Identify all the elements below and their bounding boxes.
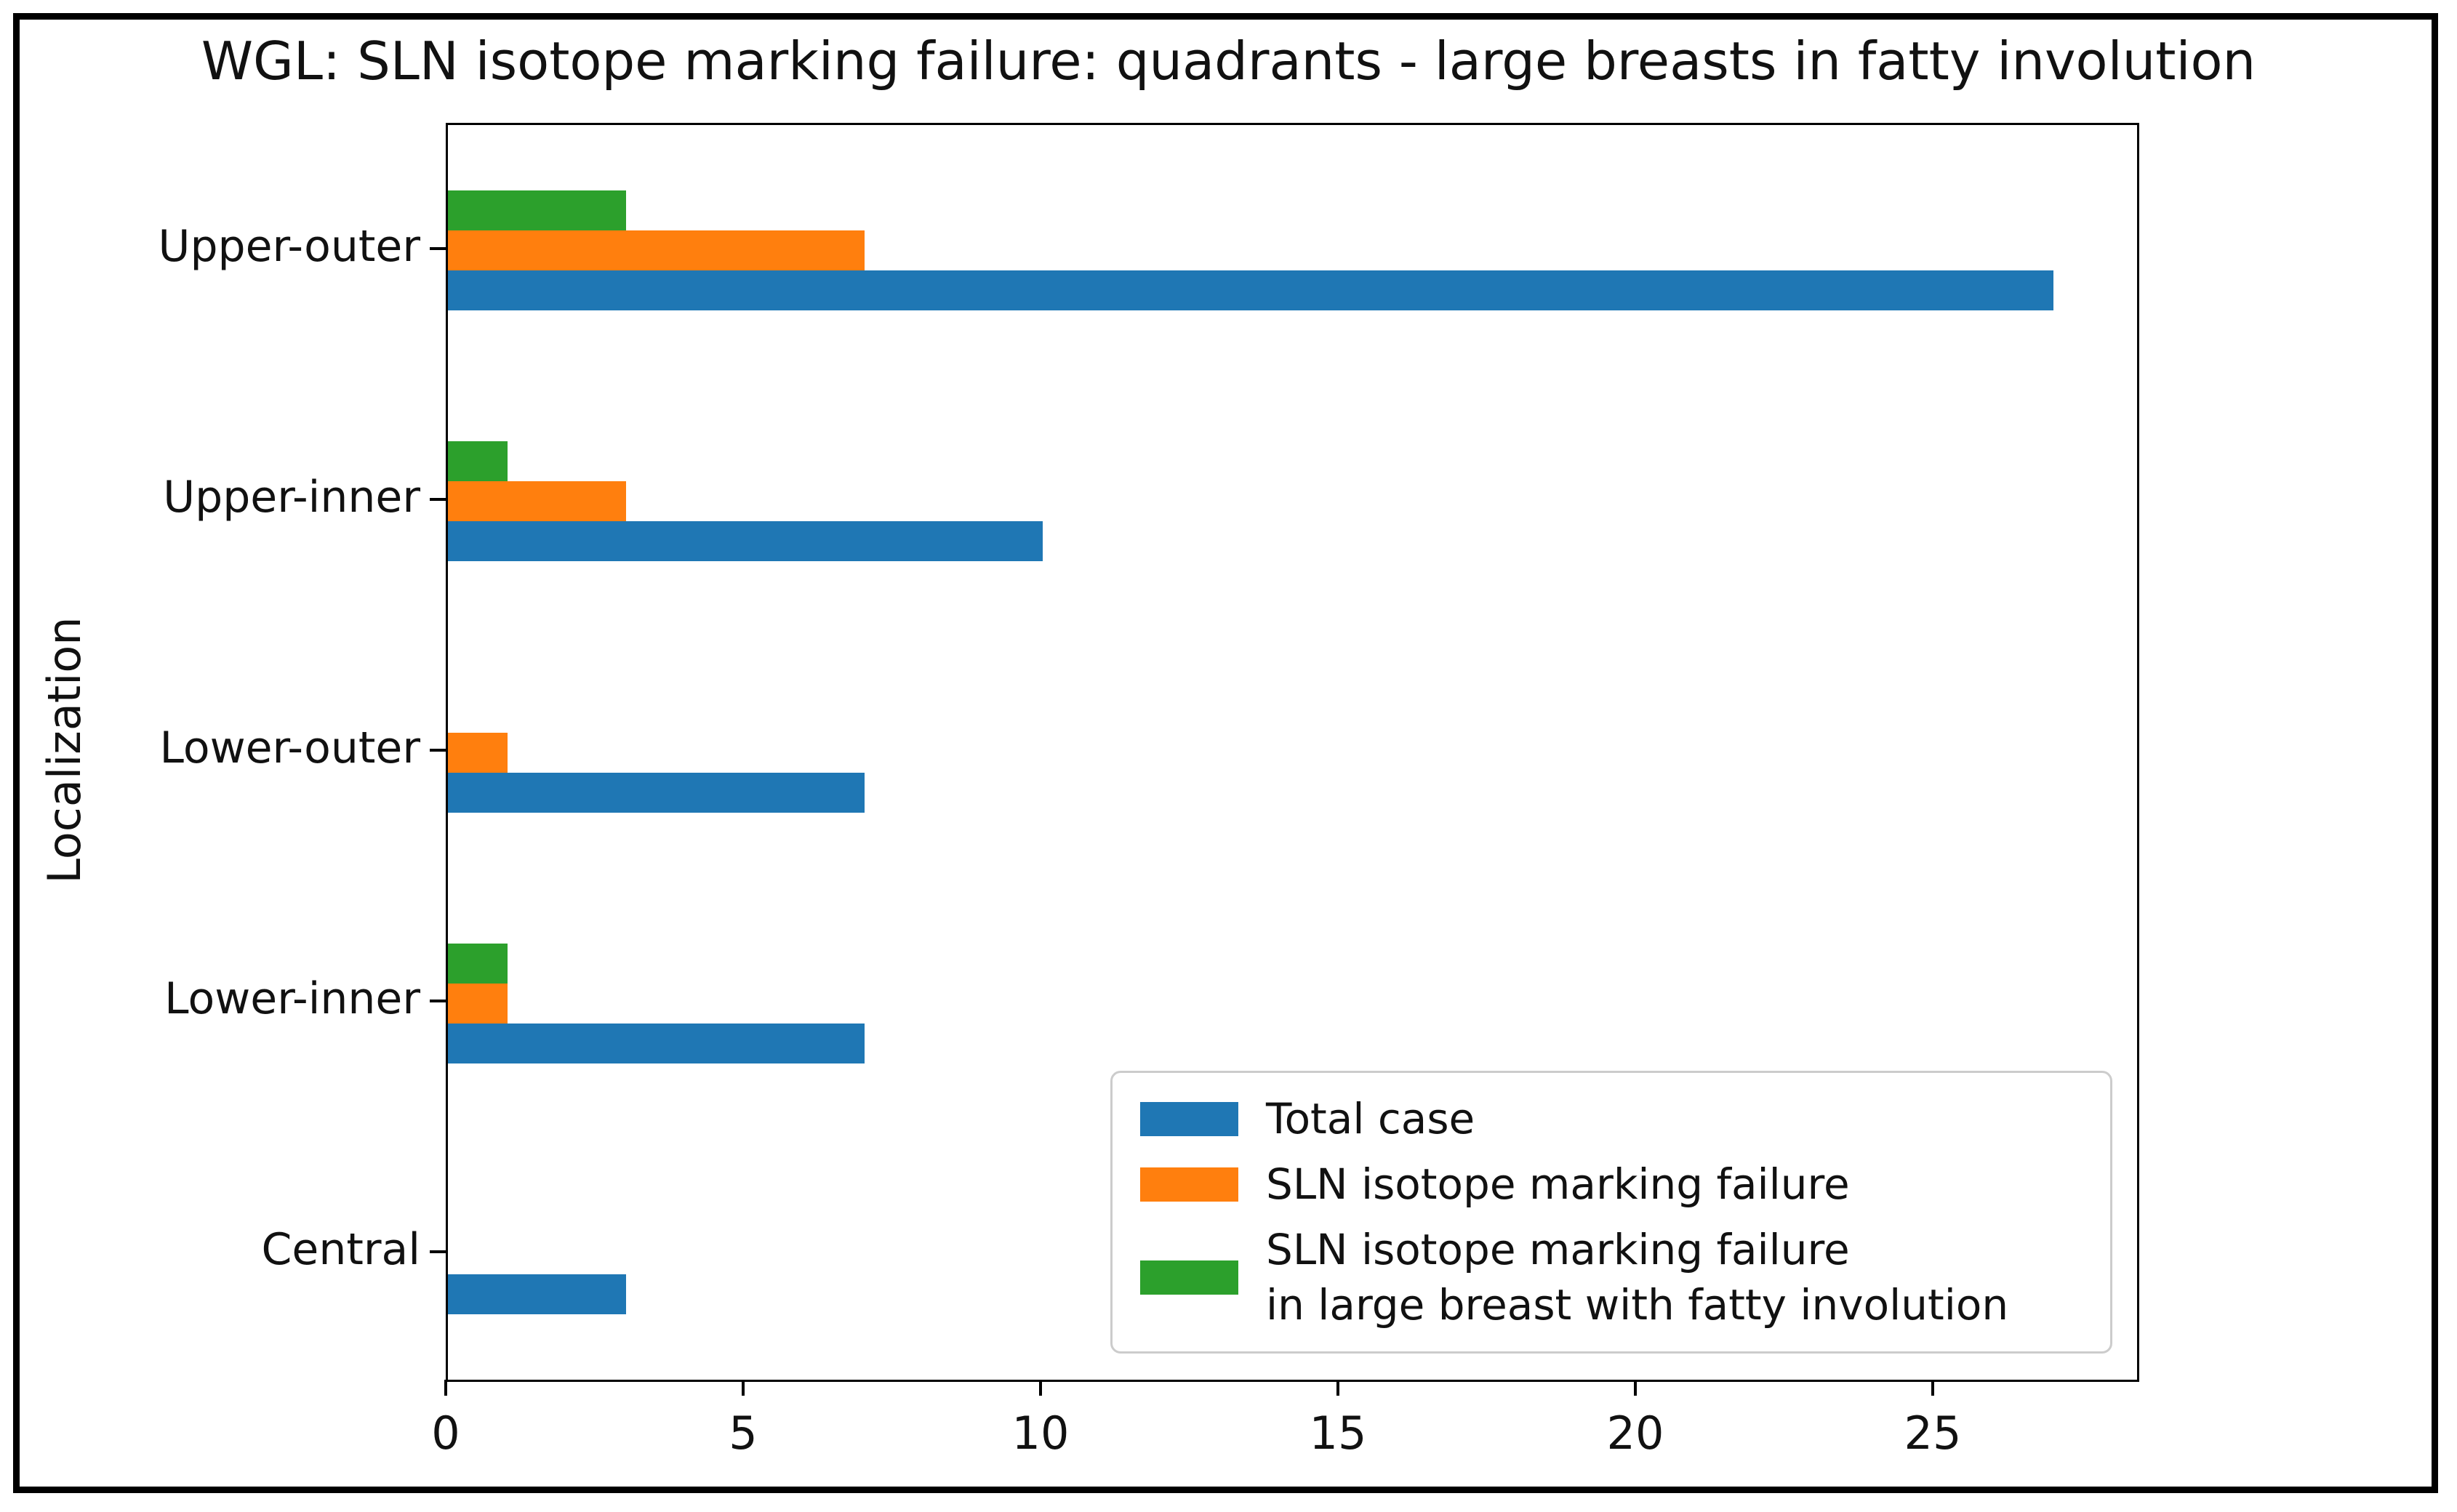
y-tick-label-lower-outer: Lower-outer [159,723,420,773]
x-tick-label-0: 0 [431,1407,460,1460]
x-tick-label-10: 10 [1011,1407,1070,1460]
x-tickmark-15 [1336,1380,1339,1396]
figure-border [13,13,2438,1493]
x-tick-label-20: 20 [1606,1407,1664,1460]
legend-label: SLN isotope marking failure [1266,1159,1850,1210]
x-tickmark-5 [742,1380,745,1396]
x-tick-label-25: 25 [1904,1407,1962,1460]
x-tickmark-25 [1931,1380,1934,1396]
legend-swatch [1140,1167,1238,1202]
bar-sln-isotope-marking-failure-upper-inner [448,441,508,481]
y-tick-label-central: Central [261,1224,420,1275]
bar-total-case-upper-inner [448,521,1043,561]
legend: Total case SLN isotope marking failure SLN… [1110,1071,2112,1354]
y-tickmark-upper-outer [430,247,446,250]
x-tickmark-0 [444,1380,447,1396]
bar-sln-isotope-marking-failure-lower-outer [448,733,508,773]
legend-label: SLN isotope marking failure in large bre… [1266,1225,2009,1330]
legend-swatch [1140,1102,1238,1137]
y-tickmark-central [430,1250,446,1253]
legend-item-1: SLN isotope marking failure [1140,1157,2083,1212]
x-tickmark-20 [1634,1380,1637,1396]
y-tickmark-upper-inner [430,498,446,501]
bar-sln-isotope-marking-failure-upper-outer [448,230,865,270]
bar-sln-isotope-marking-failure-lower-inner [448,944,508,984]
legend-item-2: SLN isotope marking failure in large bre… [1140,1223,2083,1332]
bar-sln-isotope-marking-failure-upper-outer [448,190,626,230]
bar-sln-isotope-marking-failure-lower-inner [448,984,508,1024]
legend-swatch [1140,1260,1238,1295]
y-axis-label: Localization [38,616,91,884]
y-tickmark-lower-inner [430,1000,446,1002]
legend-item-0: Total case [1140,1092,2083,1146]
x-tick-label-15: 15 [1309,1407,1367,1460]
bar-total-case-upper-outer [448,270,2053,310]
bar-total-case-lower-outer [448,773,865,813]
bar-total-case-lower-inner [448,1024,865,1063]
x-tickmark-10 [1039,1380,1042,1396]
y-tick-label-upper-inner: Upper-inner [163,472,420,523]
y-tick-label-lower-inner: Lower-inner [164,973,420,1024]
bar-sln-isotope-marking-failure-upper-inner [448,481,626,521]
chart-title: WGL: SLN isotope marking failure: quadra… [201,31,2256,92]
y-tick-label-upper-outer: Upper-outer [158,221,420,272]
bar-total-case-central [448,1274,626,1314]
legend-label: Total case [1266,1094,1475,1143]
y-tickmark-lower-outer [430,749,446,752]
x-tick-label-5: 5 [729,1407,758,1460]
